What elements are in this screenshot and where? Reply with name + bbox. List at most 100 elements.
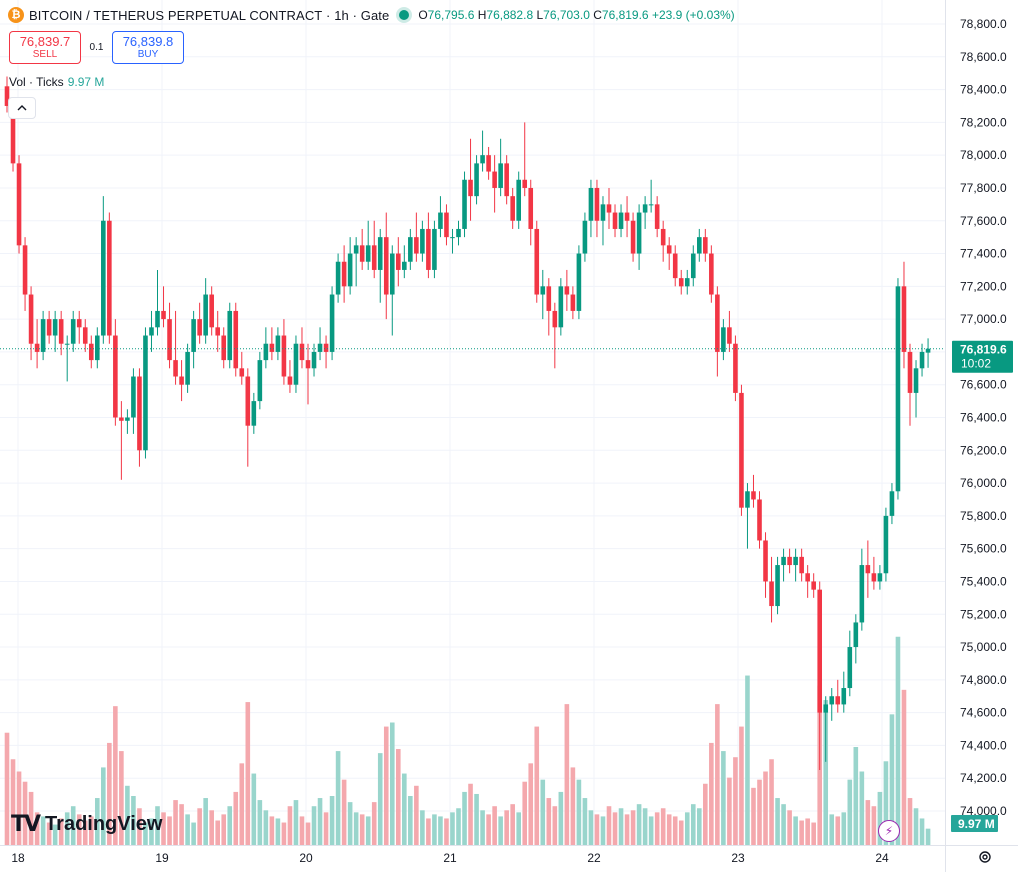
candle-body: [913, 368, 919, 393]
candle-body: [263, 343, 269, 361]
candle-body: [239, 368, 245, 377]
volume-bar: [883, 761, 889, 845]
collapse-legend-button[interactable]: [8, 97, 36, 119]
volume-bar: [88, 816, 94, 845]
candle-body: [564, 286, 570, 295]
sell-label: SELL: [32, 49, 58, 60]
volume-bar: [618, 808, 624, 845]
candle-body: [365, 245, 371, 262]
volume-bar: [76, 814, 82, 845]
candle-body: [281, 335, 287, 377]
volume-bar: [504, 810, 509, 845]
time-tick-label: 23: [731, 851, 745, 865]
volume-legend[interactable]: Vol · Ticks 9.97 M: [9, 75, 104, 89]
volume-bar: [311, 806, 317, 845]
volume-bar: [408, 796, 413, 845]
volume-bar: [733, 757, 738, 845]
volume-bar: [835, 816, 841, 845]
time-tick-label: 20: [299, 851, 313, 865]
price-axis: 78,800.0 78,600.0 78,400.0 78,200.0 78,000.0…: [945, 0, 1007, 872]
volume-bar: [654, 812, 660, 845]
volume-bar: [155, 806, 160, 845]
price-tick-label: 77,600.0: [960, 214, 1007, 228]
volume-bar: [377, 753, 383, 845]
candle-body: [347, 253, 353, 287]
volume-bar: [889, 714, 895, 845]
volume-bar: [684, 812, 690, 845]
candle-body: [408, 237, 413, 262]
candle-body: [907, 351, 913, 393]
candle-body: [101, 220, 106, 336]
volume-bar: [576, 779, 582, 845]
volume-bar: [197, 808, 202, 845]
volume-bar: [179, 804, 184, 845]
lightning-button[interactable]: ⚡: [878, 820, 900, 842]
volume-bar: [245, 702, 251, 845]
price-tick-label: 74,800.0: [960, 673, 1007, 687]
volume-bar: [516, 812, 521, 845]
volume-bar: [636, 804, 642, 845]
volume-bar: [10, 759, 16, 845]
volume-bar: [775, 798, 780, 845]
volume-bar: [353, 812, 359, 845]
candle-body: [371, 245, 377, 270]
buy-button[interactable]: 76,839.8 BUY: [112, 31, 184, 64]
time-tick-label: 19: [155, 851, 169, 865]
candle-body: [690, 253, 696, 279]
candle-body: [215, 327, 220, 336]
volume-bar: [40, 816, 46, 845]
symbol-name[interactable]: BITCOIN / TETHERUS PERPETUAL CONTRACT: [29, 7, 323, 23]
low-key: L: [536, 8, 544, 22]
sell-button[interactable]: 76,839.7 SELL: [9, 31, 81, 64]
volume-bar: [70, 806, 76, 845]
candle-body: [155, 310, 160, 328]
volume-bar: [666, 814, 672, 845]
price-tick-label: 76,600.0: [960, 378, 1007, 392]
interval-label[interactable]: 1h: [334, 7, 349, 23]
volume-bar: [757, 779, 762, 845]
settings-gear-icon[interactable]: [977, 849, 993, 865]
candle-body: [444, 212, 449, 238]
candle-body: [40, 319, 46, 352]
candle-body: [143, 335, 148, 451]
sell-price: 76,839.7: [19, 34, 71, 49]
volume-bar: [119, 751, 124, 845]
tradingview-logo[interactable]: TV TradingView: [11, 812, 163, 837]
candle-body: [113, 335, 118, 418]
volume-bar: [323, 812, 329, 845]
volume-bar: [745, 675, 750, 845]
price-tick-label: 77,000.0: [960, 312, 1007, 326]
candle-body: [606, 204, 612, 213]
time-tick-label: 24: [875, 851, 889, 865]
candle-body: [709, 253, 714, 295]
candle-body: [889, 491, 895, 516]
candle-body: [161, 310, 166, 320]
candle-body: [823, 704, 829, 713]
candle-body: [480, 155, 485, 164]
volume-bar: [101, 767, 106, 845]
candle-body: [775, 565, 780, 607]
volume-bar: [721, 751, 726, 845]
candle-body: [341, 261, 347, 287]
volume-label: Vol · Ticks: [9, 75, 64, 89]
change-value: +23.9 (+0.03%): [651, 8, 735, 22]
volume-bar: [552, 806, 558, 845]
price-tick-label: 78,600.0: [960, 50, 1007, 64]
candle-body: [528, 187, 534, 229]
candle-body: [684, 278, 690, 287]
candle-body: [450, 237, 455, 239]
volume-bar: [227, 806, 233, 845]
tradingview-mark-icon: TV: [11, 812, 41, 837]
volume-bar: [161, 812, 166, 845]
volume-bar: [925, 828, 931, 845]
candle-body: [299, 343, 305, 361]
volume-bar: [474, 793, 479, 845]
candle-body: [624, 212, 630, 221]
volume-bar: [546, 798, 552, 845]
volume-bar: [263, 810, 269, 845]
candle-body: [131, 376, 136, 418]
price-tick-label: 78,200.0: [960, 115, 1007, 129]
volume-bar: [137, 808, 142, 845]
volume-bar: [257, 800, 263, 845]
